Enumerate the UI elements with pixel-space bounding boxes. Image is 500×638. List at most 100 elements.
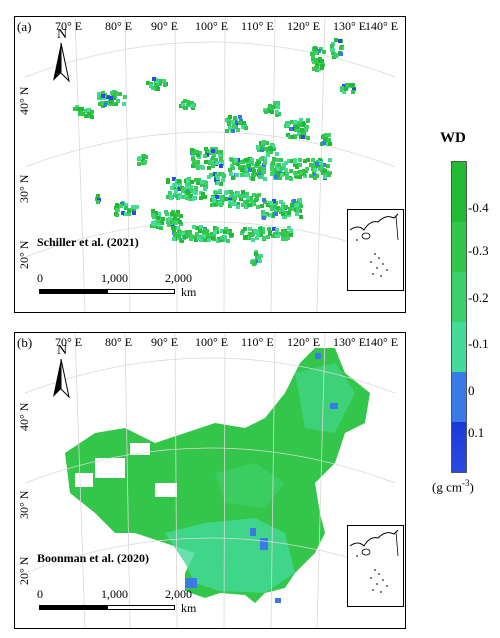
wd-pixel — [331, 51, 335, 55]
wd-pixel — [279, 208, 283, 212]
wd-pixel — [143, 160, 147, 164]
wd-pixel — [138, 156, 142, 160]
wd-pixel — [264, 147, 268, 151]
wd-pixel — [302, 131, 306, 135]
wd-pixel — [290, 203, 294, 207]
legend-tick: -0.4 — [468, 200, 489, 215]
wd-pixel — [268, 213, 272, 217]
lat-label: 40° N — [17, 402, 31, 431]
wd-pixel — [173, 183, 177, 187]
wd-pixel — [309, 174, 313, 178]
wd-pixel — [281, 202, 285, 206]
inset-map-icon — [349, 213, 399, 277]
wd-pixel — [216, 176, 220, 180]
wd-pixel — [284, 168, 288, 172]
scale-bar: 0 1,000 2,000 km — [37, 587, 217, 621]
wd-pixel — [186, 234, 190, 238]
wd-pixel — [328, 158, 332, 162]
wd-pixel — [162, 79, 166, 83]
wd-pixel — [115, 204, 119, 208]
wd-pixel — [223, 230, 227, 234]
wd-pixel — [241, 190, 245, 194]
wd-pixel — [156, 216, 160, 220]
wd-pixel — [215, 227, 219, 231]
wd-pixel — [294, 172, 298, 176]
wd-pixel — [315, 162, 319, 166]
wd-pixel — [197, 178, 201, 182]
wd-pixel — [236, 128, 240, 132]
wd-pixel — [90, 115, 94, 119]
wd-pixel — [176, 226, 180, 230]
wd-pixel — [189, 188, 193, 192]
wd-pixel — [163, 83, 167, 87]
wd-pixel — [212, 199, 216, 203]
wd-pixel — [176, 213, 180, 217]
wd-pixel — [198, 229, 202, 233]
wd-pixel — [289, 177, 293, 181]
wd-pixel — [275, 110, 279, 114]
wd-pixel — [250, 161, 254, 165]
inset-map-icon — [349, 529, 399, 593]
wd-pixel — [200, 238, 204, 242]
wd-pixel — [298, 198, 302, 202]
wd-pixel — [292, 199, 296, 203]
wd-pixel — [166, 195, 170, 199]
wd-pixel — [151, 209, 155, 213]
wd-pixel — [208, 160, 212, 164]
wd-pixel — [268, 232, 272, 236]
wd-pixel — [176, 218, 180, 222]
wd-pixel — [296, 206, 300, 210]
wd-pixel — [299, 215, 303, 219]
wd-pixel — [303, 159, 307, 163]
wd-pixel — [238, 115, 242, 119]
lon-label: 90° E — [151, 19, 179, 33]
wd-pixel — [236, 202, 240, 206]
wd-pixel — [202, 234, 206, 238]
legend-tick: -0.3 — [468, 243, 489, 258]
wd-pixel — [159, 226, 163, 230]
wd-pixel — [215, 195, 219, 199]
wd-pixel — [230, 158, 234, 162]
wd-pixel — [175, 194, 179, 198]
wd-pixel — [320, 66, 324, 70]
wd-pixel — [80, 107, 84, 111]
north-arrow-label: N — [57, 27, 68, 42]
wd-pixel — [234, 158, 238, 162]
wd-pixel — [298, 163, 302, 167]
wd-pixel — [272, 157, 276, 161]
wd-pixel — [173, 215, 177, 219]
wd-pixel — [275, 113, 279, 117]
wd-pixel — [340, 86, 344, 90]
wd-pixel — [161, 217, 165, 221]
wd-pixel — [293, 135, 297, 139]
lon-label: 130° E — [333, 335, 367, 349]
wd-pixel — [322, 50, 326, 54]
wd-pixel — [219, 182, 223, 186]
wd-pixel — [250, 200, 254, 204]
panel-label-a: (a) — [17, 19, 32, 34]
wd-pixel — [315, 60, 319, 64]
wd-pixel — [178, 183, 182, 187]
wd-pixel — [284, 161, 288, 165]
source-label: Schiller et al. (2021) — [37, 235, 139, 249]
wd-pixel — [156, 87, 160, 91]
wd-pixel — [311, 158, 315, 162]
wd-pixel — [228, 168, 232, 172]
lat-label: 20° N — [17, 556, 31, 585]
wd-pixel — [311, 57, 315, 61]
wd-pixel — [290, 135, 294, 139]
wd-pixel — [195, 150, 199, 154]
scale-unit: km — [181, 285, 197, 299]
wd-pixel — [177, 234, 181, 238]
wd-pixel — [299, 204, 303, 208]
wd-pixel — [256, 229, 260, 233]
wd-pixel — [183, 235, 187, 239]
wd-pixel — [173, 233, 177, 237]
wd-pixel — [182, 187, 186, 191]
wd-pixel — [196, 160, 200, 164]
lon-label: 120° E — [287, 19, 321, 33]
wd-pixel — [249, 196, 253, 200]
wd-pixel — [152, 77, 156, 81]
wd-pixel — [250, 158, 254, 162]
wd-pixel — [106, 95, 110, 99]
